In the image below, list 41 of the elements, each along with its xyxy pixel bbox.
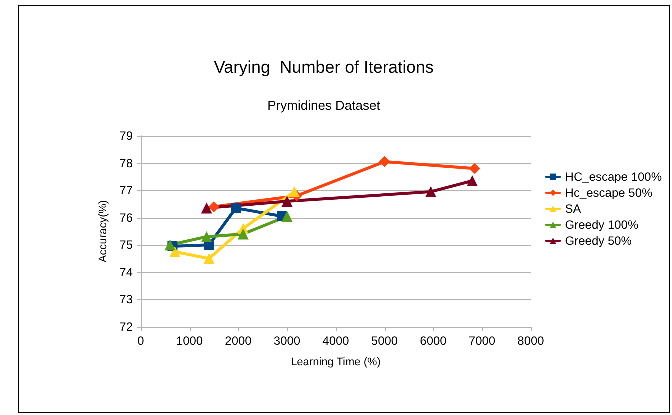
point — [467, 176, 478, 187]
point — [204, 253, 215, 264]
point — [379, 156, 390, 168]
legend-label: HC_escape 100% — [565, 170, 662, 184]
chart-title: Varying Number of Iterations — [214, 58, 434, 77]
y-tick-label: 74 — [120, 265, 134, 280]
point — [289, 186, 300, 198]
y-tick-label: 79 — [120, 129, 134, 143]
x-tick-label: 0 — [138, 334, 145, 348]
x-tick-label: 4000 — [322, 334, 350, 348]
point — [208, 201, 220, 212]
y-tick-label: 76 — [120, 210, 134, 225]
legend-label: SA — [565, 202, 582, 216]
legend-label: Greedy 100% — [565, 218, 639, 232]
y-tick-label: 77 — [120, 184, 134, 198]
x-tick-label: 6000 — [420, 334, 448, 348]
point — [170, 246, 181, 258]
point — [201, 231, 212, 242]
y-tick-label: 72 — [120, 320, 134, 334]
chart-subtitle: Prymidines Dataset — [268, 98, 381, 113]
point — [426, 186, 437, 198]
point — [231, 203, 242, 214]
x-axis-title: Learning Time (%) — [291, 356, 381, 368]
point — [238, 228, 249, 240]
legend-label: Hc_escape 50% — [565, 186, 653, 200]
x-tick-label: 7000 — [468, 334, 496, 348]
y-tick-label: 75 — [120, 238, 134, 252]
y-tick-label: 73 — [120, 292, 134, 307]
y-tick-label: 78 — [120, 156, 134, 170]
legend-label: Greedy 50% — [565, 234, 632, 248]
x-tick-label: 3000 — [274, 334, 301, 348]
point — [469, 163, 480, 174]
point — [164, 240, 176, 251]
x-tick-label: 2000 — [225, 334, 252, 348]
x-tick-label: 1000 — [176, 334, 204, 348]
point — [282, 196, 293, 207]
y-axis-title: Accuracy(%) — [97, 200, 110, 263]
point — [201, 202, 212, 214]
point — [282, 210, 293, 222]
x-tick-label: 5000 — [371, 334, 398, 348]
x-tick-label: 8000 — [518, 334, 545, 348]
